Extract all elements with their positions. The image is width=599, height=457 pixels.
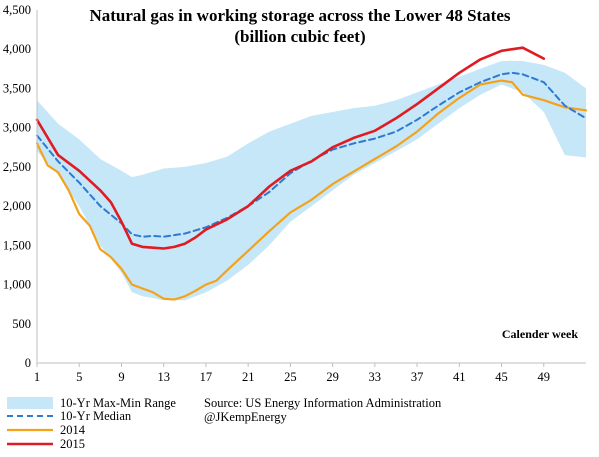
x-axis-title: Calender week	[502, 327, 578, 341]
x-tick-label: 5	[76, 370, 82, 384]
x-tick-label: 13	[157, 370, 170, 384]
legend-label-2015: 2015	[60, 437, 85, 451]
legend-label-2014: 2014	[60, 423, 86, 437]
line-2014	[35, 79, 588, 301]
source-note: Source: US Energy Information Administra…	[204, 396, 442, 410]
range-band	[37, 61, 586, 301]
x-tick-label: 41	[453, 370, 466, 384]
series-lines	[35, 46, 588, 301]
y-tick-label: 4,000	[3, 42, 31, 56]
x-tick-label: 17	[200, 370, 213, 384]
y-tick-label: 2,000	[3, 199, 31, 213]
y-tick-label: 4,500	[3, 3, 31, 17]
chart-title: Natural gas in working storage across th…	[89, 6, 510, 25]
x-tick-label: 45	[495, 370, 508, 384]
author-handle: @JKempEnergy	[204, 410, 288, 424]
legend-label-range: 10-Yr Max-Min Range	[60, 396, 176, 410]
legend-label-median: 10-Yr Median	[60, 409, 132, 423]
y-tick-label: 500	[12, 317, 31, 331]
x-tick-label: 49	[538, 370, 551, 384]
x-tick-label: 37	[411, 370, 424, 384]
x-axis-ticks: 1 5 9 13 17 21 25 29 33 37 41 45 49	[34, 363, 550, 384]
y-tick-label: 1,000	[3, 278, 31, 292]
chart-subtitle: (billion cubic feet)	[234, 27, 365, 46]
y-tick-label: 0	[25, 356, 31, 370]
line-2015	[35, 46, 546, 250]
x-tick-label: 9	[118, 370, 124, 384]
plot-area	[35, 46, 588, 301]
legend-swatch-range	[7, 397, 53, 409]
y-tick-label: 1,500	[3, 238, 31, 252]
y-tick-label: 3,000	[3, 121, 31, 135]
y-tick-label: 2,500	[3, 160, 31, 174]
x-tick-label: 25	[284, 370, 297, 384]
x-tick-label: 1	[34, 370, 40, 384]
x-tick-label: 29	[326, 370, 339, 384]
legend: 10-Yr Max-Min Range 10-Yr Median 2014 20…	[7, 396, 176, 451]
x-tick-label: 21	[242, 370, 255, 384]
x-tick-label: 33	[369, 370, 382, 384]
y-axis-ticks: 0 500 1,000 1,500 2,000 2,500 3,000 3,500 4,000 4…	[3, 3, 31, 370]
y-tick-label: 3,500	[3, 81, 31, 95]
